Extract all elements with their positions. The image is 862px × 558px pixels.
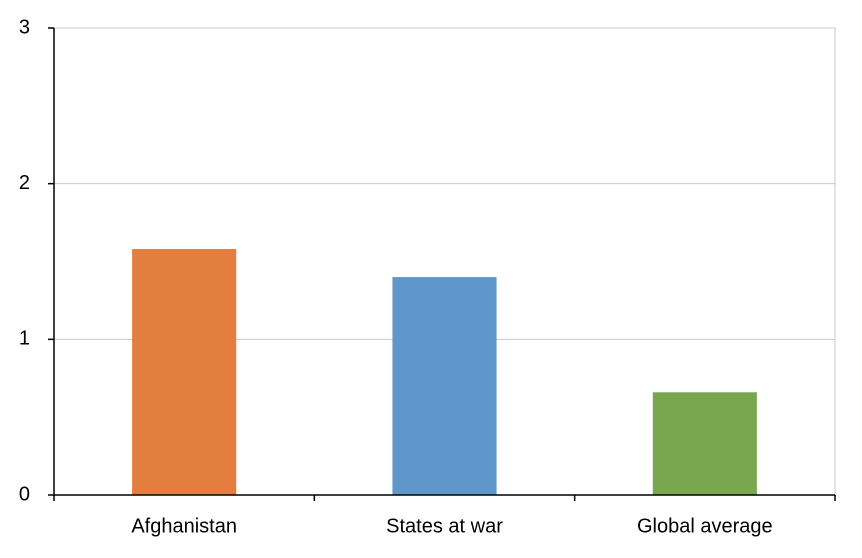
bar	[652, 392, 757, 495]
x-tick-label: Afghanistan	[131, 515, 237, 537]
bar	[132, 249, 237, 495]
y-tick-label: 2	[19, 172, 30, 194]
y-tick-label: 1	[19, 328, 30, 350]
x-tick-label: States at war	[386, 515, 503, 537]
x-tick-label: Global average	[637, 515, 773, 537]
bar	[392, 277, 497, 495]
y-tick-label: 3	[19, 16, 30, 38]
y-tick-label: 0	[19, 483, 30, 505]
